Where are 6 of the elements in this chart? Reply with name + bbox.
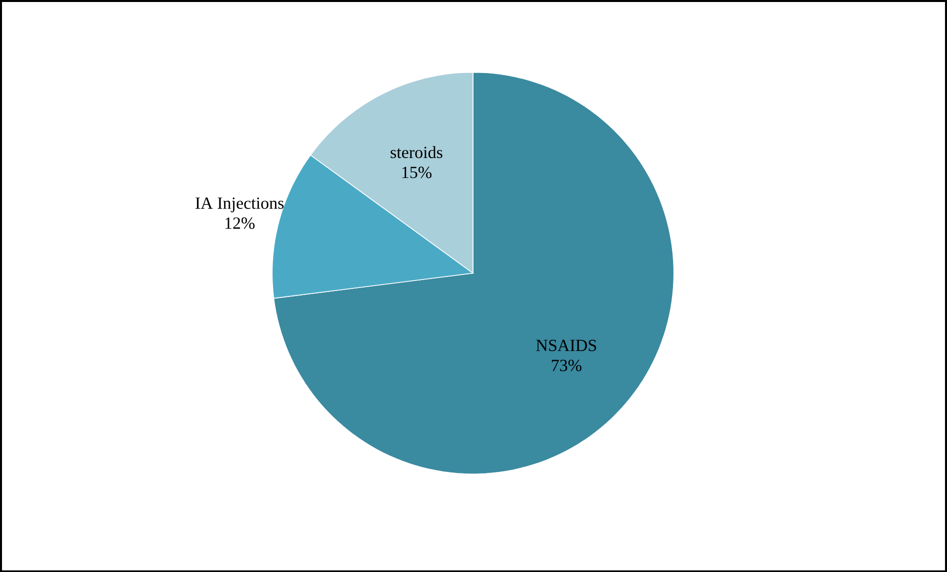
data-label: 15%	[402, 166, 432, 178]
slice-label: IA Injections	[196, 197, 284, 212]
data-label: 12%	[225, 217, 255, 229]
data-label: 73%	[552, 359, 582, 372]
slice-label: steroids	[390, 146, 442, 158]
slice-label: NSAIDS	[536, 340, 596, 351]
